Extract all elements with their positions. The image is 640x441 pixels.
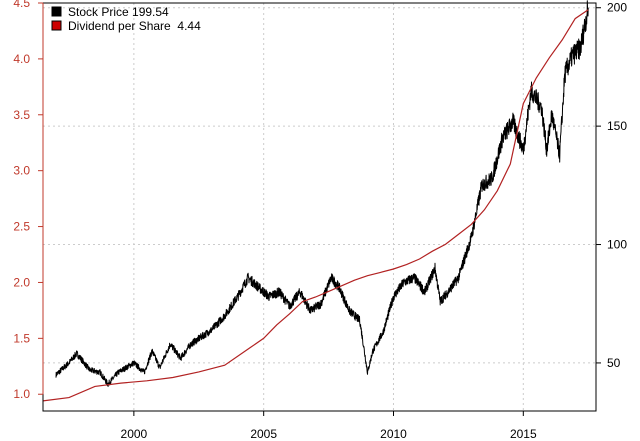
series-dividend-line [42,9,589,402]
left-tick-label-4: 3.0 [13,164,30,178]
left-tick-label-1: 1.5 [13,331,30,345]
right-tick-label-2: 150 [607,119,627,133]
left-tick-label-0: 1.0 [13,387,30,401]
axis-left: 1.0 1.5 2.0 2.5 3.0 3.5 4.0 4.5 [13,0,44,401]
left-tick-label-7: 4.5 [13,0,30,10]
x-tick-label-2: 2010 [380,427,407,441]
left-tick-label-5: 3.5 [13,108,30,122]
left-tick-label-2: 2.0 [13,275,30,289]
right-tick-label-3: 200 [607,1,627,15]
x-tick-label-0: 2000 [121,427,148,441]
legend-label-dividend: Dividend per Share 4.44 [68,19,201,33]
legend-swatch-dividend [51,20,62,31]
x-tick-label-1: 2005 [250,427,277,441]
legend-label-stock: Stock Price 199.54 [68,5,169,19]
x-tick-label-3: 2015 [510,427,537,441]
axis-right: 50 100 150 200 [596,1,627,370]
right-tick-label-1: 100 [607,238,627,252]
grid-layer [43,3,596,411]
plot-frame [42,2,597,412]
left-tick-label-3: 2.5 [13,220,30,234]
right-tick-label-0: 50 [607,356,621,370]
series-layer [42,0,589,402]
legend-swatch-stock [51,6,62,17]
legend: Stock Price 199.54 Dividend per Share 4.… [51,5,201,33]
series-stock-price-line [55,0,589,387]
left-tick-label-6: 4.0 [13,52,30,66]
axis-bottom: 2000 2005 2010 2015 [121,411,537,441]
